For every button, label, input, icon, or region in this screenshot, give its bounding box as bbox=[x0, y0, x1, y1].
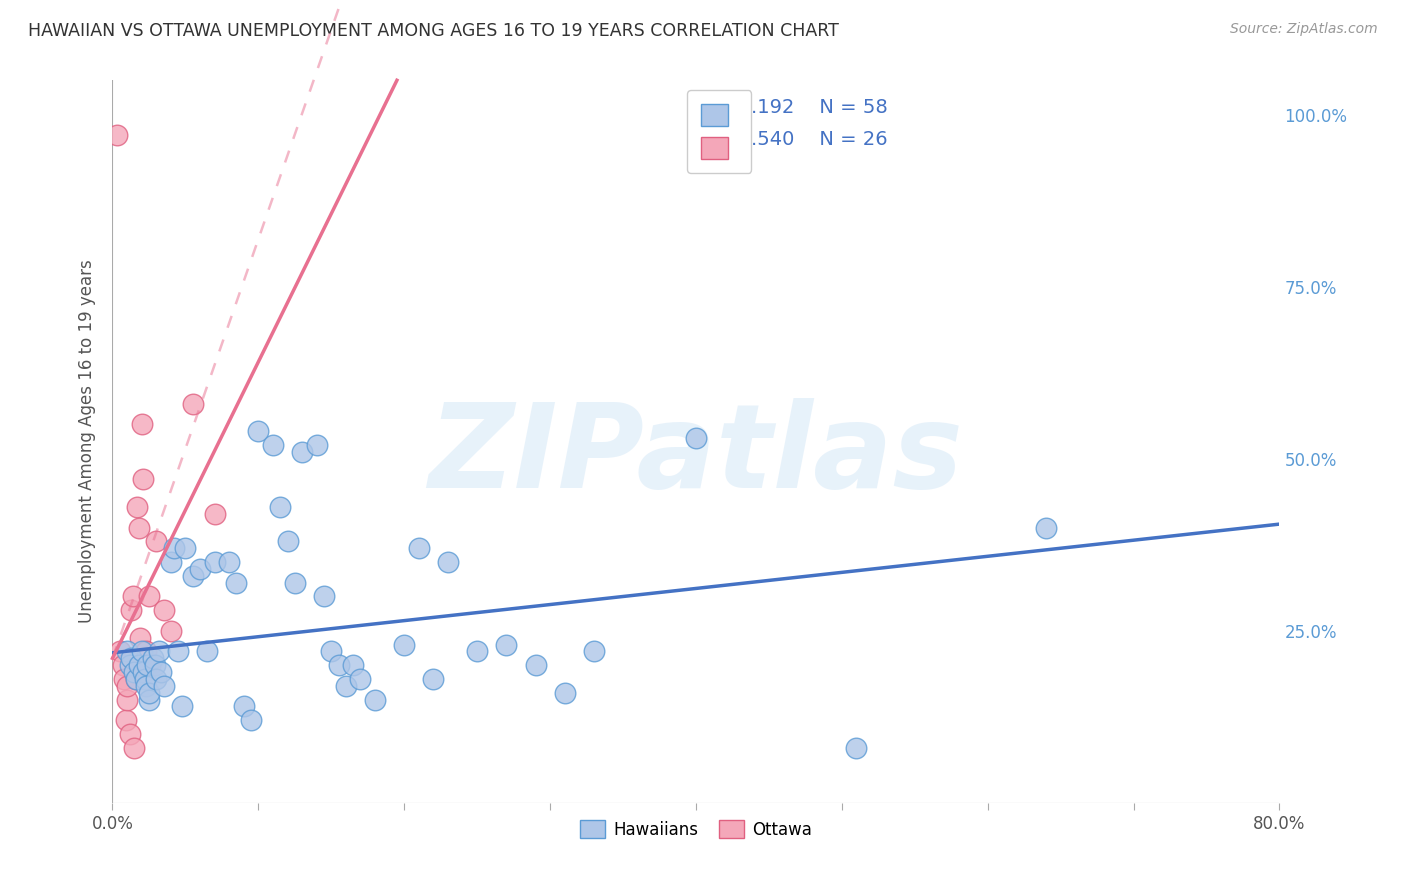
Point bbox=[195, 644, 218, 658]
Point bbox=[312, 590, 335, 604]
Point bbox=[152, 679, 174, 693]
Point bbox=[524, 658, 547, 673]
Point bbox=[145, 672, 167, 686]
Point bbox=[437, 555, 460, 569]
Point bbox=[465, 644, 488, 658]
Point bbox=[269, 500, 291, 514]
Point bbox=[122, 590, 145, 604]
Text: R =  0.192    N = 58: R = 0.192 N = 58 bbox=[690, 98, 887, 117]
Point bbox=[115, 644, 138, 658]
Legend: Hawaiians, Ottawa: Hawaiians, Ottawa bbox=[571, 811, 821, 848]
Point bbox=[247, 424, 270, 438]
Text: HAWAIIAN VS OTTAWA UNEMPLOYMENT AMONG AGES 16 TO 19 YEARS CORRELATION CHART: HAWAIIAN VS OTTAWA UNEMPLOYMENT AMONG AG… bbox=[28, 22, 839, 40]
Point bbox=[291, 445, 314, 459]
Text: Source: ZipAtlas.com: Source: ZipAtlas.com bbox=[1230, 22, 1378, 37]
Point bbox=[135, 679, 157, 693]
Point bbox=[111, 658, 134, 673]
Point bbox=[152, 603, 174, 617]
Point bbox=[132, 472, 155, 486]
Point bbox=[188, 562, 211, 576]
Point bbox=[181, 397, 204, 411]
Point bbox=[328, 658, 350, 673]
Point bbox=[143, 658, 166, 673]
Point bbox=[554, 686, 576, 700]
Point bbox=[128, 520, 150, 534]
Point bbox=[422, 672, 444, 686]
Point bbox=[321, 644, 343, 658]
Point bbox=[148, 644, 170, 658]
Point bbox=[335, 679, 357, 693]
Point bbox=[349, 672, 371, 686]
Point bbox=[845, 740, 868, 755]
Point bbox=[112, 672, 135, 686]
Point bbox=[114, 713, 136, 727]
Point bbox=[1035, 520, 1057, 534]
Point bbox=[145, 534, 167, 549]
Point bbox=[115, 679, 138, 693]
Point bbox=[124, 740, 146, 755]
Point bbox=[232, 699, 254, 714]
Point bbox=[115, 692, 138, 706]
Point bbox=[136, 658, 159, 673]
Point bbox=[181, 568, 204, 582]
Point bbox=[495, 638, 517, 652]
Point bbox=[127, 500, 149, 514]
Point bbox=[135, 644, 157, 658]
Point bbox=[218, 555, 240, 569]
Point bbox=[174, 541, 197, 556]
Point bbox=[138, 590, 160, 604]
Point bbox=[160, 624, 183, 638]
Point bbox=[129, 631, 152, 645]
Point bbox=[305, 438, 328, 452]
Point bbox=[132, 665, 155, 679]
Point bbox=[139, 658, 162, 673]
Point bbox=[172, 699, 194, 714]
Point bbox=[342, 658, 364, 673]
Point bbox=[105, 128, 128, 143]
Point bbox=[128, 658, 150, 673]
Point bbox=[120, 651, 142, 665]
Point bbox=[262, 438, 284, 452]
Point bbox=[167, 644, 190, 658]
Point bbox=[163, 541, 186, 556]
Point bbox=[204, 507, 226, 521]
Point bbox=[149, 665, 172, 679]
Point bbox=[160, 555, 183, 569]
Text: R =  0.540    N = 26: R = 0.540 N = 26 bbox=[690, 130, 887, 149]
Point bbox=[108, 644, 131, 658]
Point bbox=[134, 672, 156, 686]
Point bbox=[138, 686, 160, 700]
Point bbox=[240, 713, 263, 727]
Point bbox=[125, 672, 148, 686]
Point bbox=[276, 534, 298, 549]
Y-axis label: Unemployment Among Ages 16 to 19 years: Unemployment Among Ages 16 to 19 years bbox=[77, 260, 96, 624]
Text: ZIPatlas: ZIPatlas bbox=[429, 399, 963, 514]
Point bbox=[394, 638, 416, 652]
Point bbox=[284, 575, 307, 590]
Point bbox=[138, 692, 160, 706]
Point bbox=[131, 417, 153, 432]
Point bbox=[120, 603, 142, 617]
Point bbox=[118, 658, 141, 673]
Point bbox=[134, 658, 156, 673]
Point bbox=[408, 541, 430, 556]
Point bbox=[131, 644, 153, 658]
Point bbox=[364, 692, 387, 706]
Point bbox=[124, 665, 146, 679]
Point bbox=[582, 644, 605, 658]
Point bbox=[142, 651, 165, 665]
Point bbox=[204, 555, 226, 569]
Point bbox=[125, 672, 148, 686]
Point bbox=[118, 727, 141, 741]
Point bbox=[685, 431, 707, 445]
Point bbox=[225, 575, 247, 590]
